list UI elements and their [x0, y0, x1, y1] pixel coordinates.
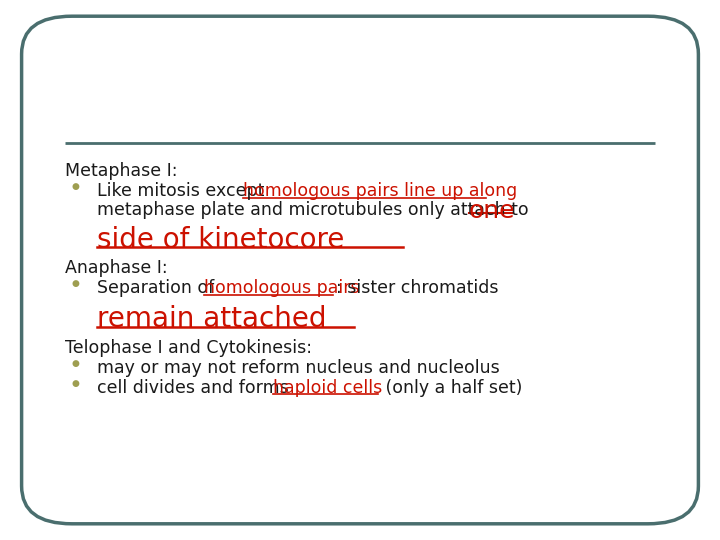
Text: cell divides and forms: cell divides and forms [97, 379, 294, 397]
Text: ●: ● [72, 279, 80, 288]
Text: metaphase plate and microtubules only attach to: metaphase plate and microtubules only at… [97, 201, 534, 219]
Text: Anaphase I:: Anaphase I: [65, 259, 168, 277]
Text: one: one [469, 199, 516, 223]
Text: Telophase I and Cytokinesis:: Telophase I and Cytokinesis: [65, 339, 312, 357]
Text: ●: ● [72, 359, 80, 368]
Text: Like mitosis except: Like mitosis except [97, 182, 270, 200]
Text: Separation of: Separation of [97, 279, 220, 297]
Text: (only a half set): (only a half set) [380, 379, 523, 397]
Text: Metaphase I:: Metaphase I: [65, 162, 177, 180]
Text: homologous pairs: homologous pairs [204, 279, 359, 297]
Text: : sister chromatids: : sister chromatids [336, 279, 498, 297]
Text: remain attached: remain attached [97, 305, 327, 333]
Text: side of kinetocore: side of kinetocore [97, 226, 345, 254]
Text: ●: ● [72, 379, 80, 388]
Text: homologous pairs line up along: homologous pairs line up along [243, 182, 517, 200]
Text: may or may not reform nucleus and nucleolus: may or may not reform nucleus and nucleo… [97, 359, 500, 377]
FancyBboxPatch shape [22, 16, 698, 524]
Text: haploid cells: haploid cells [273, 379, 382, 397]
Text: ●: ● [72, 182, 80, 191]
